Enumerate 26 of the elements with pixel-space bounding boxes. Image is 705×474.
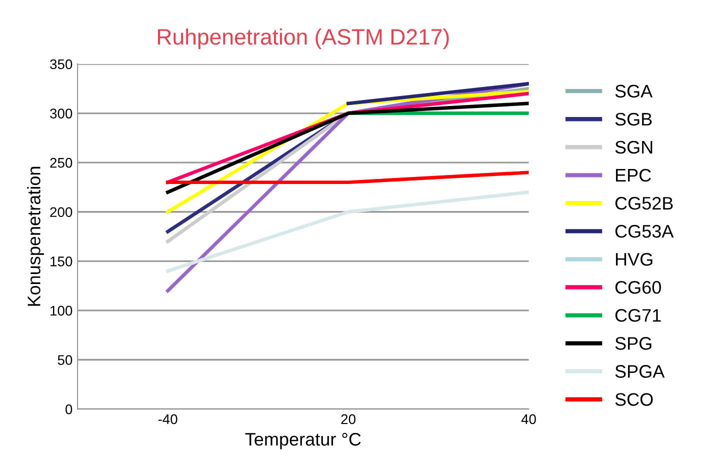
chart-title: Ruhpenetration (ASTM D217)	[158, 28, 449, 50]
legend-label: HVG	[616, 252, 652, 266]
legend-label: CG60	[615, 280, 661, 294]
legend-label: SPG	[615, 337, 652, 350]
legend-label: SCO	[615, 393, 653, 406]
legend-label: CG71	[615, 309, 661, 322]
legend-label: SPGA	[615, 365, 665, 378]
x-axis-title: Temperatur °C	[245, 432, 361, 450]
legend-label: CG52B	[615, 196, 673, 210]
x-tick-label: 40	[521, 414, 536, 424]
y-axis-title: Konuspenetration	[27, 166, 44, 306]
legend-label: EPC	[616, 168, 651, 182]
x-tick-label: -40	[158, 414, 178, 424]
y-tick-label: 250	[50, 158, 72, 168]
y-tick-label: 150	[50, 256, 72, 266]
y-tick-label: 200	[50, 207, 72, 218]
y-tick-label: 300	[50, 108, 72, 118]
legend-label: SGB	[615, 112, 652, 126]
legend-label: CG53A	[615, 224, 674, 238]
y-tick-label: 350	[50, 59, 72, 70]
legend-label: SGA	[615, 84, 653, 98]
y-tick-label: 0	[66, 404, 72, 414]
y-tick-label: 50	[58, 355, 72, 365]
legend-label: SGN	[615, 140, 652, 154]
x-tick-label: 20	[341, 414, 356, 424]
y-tick-label: 100	[50, 306, 72, 316]
